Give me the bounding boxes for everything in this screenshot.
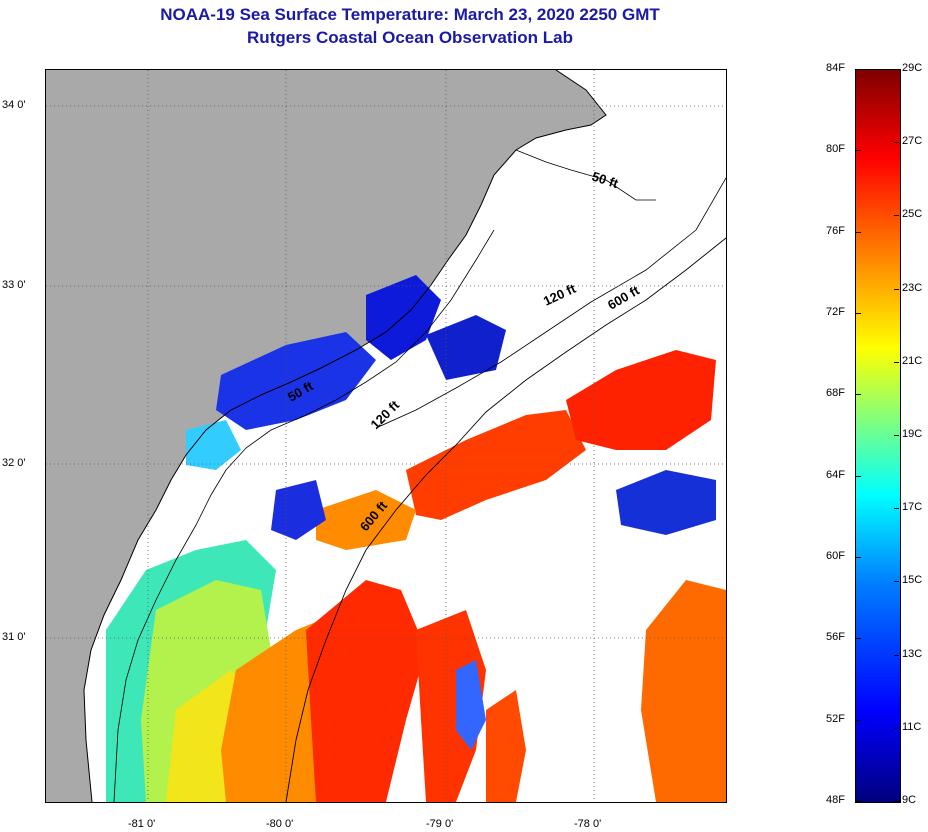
colorbar-tick-f <box>856 719 861 721</box>
lon-label-78: -78 0' <box>574 818 602 830</box>
contour-label-120ft-north: 120 ft <box>541 280 579 308</box>
colorbar-tick-f <box>856 231 861 233</box>
colorbar-label-c: 29C <box>902 62 923 74</box>
sst-patch-red-northeast <box>566 350 716 450</box>
isobath-120ft <box>375 177 726 429</box>
colorbar-tick-f <box>856 69 861 70</box>
lon-label-79: -79 0' <box>426 818 454 830</box>
colorbar-label-f: 56F <box>826 631 845 644</box>
colorbar-tick-c <box>894 801 899 802</box>
isobath-600ft <box>285 237 726 802</box>
colorbar-label-c: 13C <box>902 647 923 660</box>
sst-patch-red-south <box>306 580 426 802</box>
lat-label-31: 31 0' <box>2 631 26 643</box>
lon-label-80: -80 0' <box>266 818 294 830</box>
temperature-colorbar <box>855 69 901 803</box>
contour-label-120ft-south: 120 ft <box>368 397 403 432</box>
coastline <box>83 70 607 802</box>
sst-map-canvas: 50 ft 120 ft 600 ft 50 ft 120 ft 600 ft <box>46 70 726 802</box>
colorbar-tick-f <box>856 313 861 314</box>
colorbar-tick-c <box>894 654 899 656</box>
lon-label-81: -81 0' <box>128 818 156 830</box>
colorbar-label-c: 23C <box>902 281 923 294</box>
colorbar-label-c: 15C <box>902 574 923 587</box>
colorbar-tick-c <box>894 581 899 583</box>
colorbar-label-c: 25C <box>902 208 923 221</box>
sst-patch-orange-east <box>641 580 726 802</box>
colorbar-label-f: 64F <box>826 468 845 481</box>
colorbar-tick-c <box>894 727 899 729</box>
colorbar-label-f: 72F <box>826 306 845 318</box>
colorbar-tick-c <box>894 142 899 144</box>
colorbar-tick-c <box>894 361 899 363</box>
sst-patch-cold-5 <box>616 470 716 535</box>
sst-patch-red-filament-1 <box>416 610 486 802</box>
isobath-50ft <box>113 149 656 802</box>
colorbar-label-c: 27C <box>902 135 923 148</box>
sst-patch-cold-3 <box>426 315 506 380</box>
colorbar-label-c: 11C <box>902 720 922 733</box>
lat-label-33: 33 0' <box>2 279 26 291</box>
colorbar-label-f: 84F <box>826 62 845 74</box>
colorbar-label-c: 17C <box>902 501 923 514</box>
contour-label-50ft-north: 50 ft <box>590 169 621 192</box>
colorbar-label-c: 9C <box>902 794 917 806</box>
lat-label-32: 32 0' <box>2 457 26 469</box>
colorbar-label-c: 19C <box>902 428 923 440</box>
colorbar-tick-f <box>856 475 861 477</box>
colorbar-tick-c <box>894 508 899 510</box>
sst-patch-red-mid <box>406 410 586 520</box>
sst-patch-red-filament-2 <box>486 690 526 802</box>
colorbar-tick-f <box>856 638 861 640</box>
lat-label-34: 34 0' <box>2 99 26 111</box>
colorbar-tick-f <box>856 394 861 396</box>
sst-patch-cold-6 <box>456 660 486 750</box>
colorbar-label-f: 68F <box>826 387 845 400</box>
colorbar-label-f: 76F <box>826 224 845 237</box>
map-title: NOAA-19 Sea Surface Temperature: March 2… <box>160 5 660 24</box>
colorbar-tick-c <box>894 215 899 217</box>
colorbar-label-f: 52F <box>826 712 845 725</box>
contour-label-600ft-north: 600 ft <box>605 282 642 312</box>
colorbar-tick-c <box>894 288 899 290</box>
sst-patch-cyan-1 <box>186 420 241 470</box>
sst-patch-orange-mid <box>316 490 416 550</box>
sst-patch-cold-1 <box>216 332 376 430</box>
graticule <box>46 70 726 802</box>
colorbar-label-f: 80F <box>826 143 845 156</box>
colorbar-tick-f <box>856 150 861 152</box>
sst-map: 50 ft 120 ft 600 ft 50 ft 120 ft 600 ft <box>45 69 727 803</box>
colorbar-tick-f <box>856 801 861 802</box>
colorbar-tick-c <box>894 69 899 70</box>
colorbar-label-c: 21C <box>902 354 923 367</box>
land-area <box>46 70 606 802</box>
colorbar-label-f: 60F <box>826 550 845 562</box>
sst-patch-cold-4 <box>271 480 326 540</box>
sst-field <box>106 275 726 802</box>
colorbar-tick-f <box>856 557 861 558</box>
map-subtitle: Rutgers Coastal Ocean Observation Lab <box>247 28 573 47</box>
colorbar-tick-c <box>894 435 899 436</box>
colorbar-label-f: 48F <box>826 794 845 806</box>
